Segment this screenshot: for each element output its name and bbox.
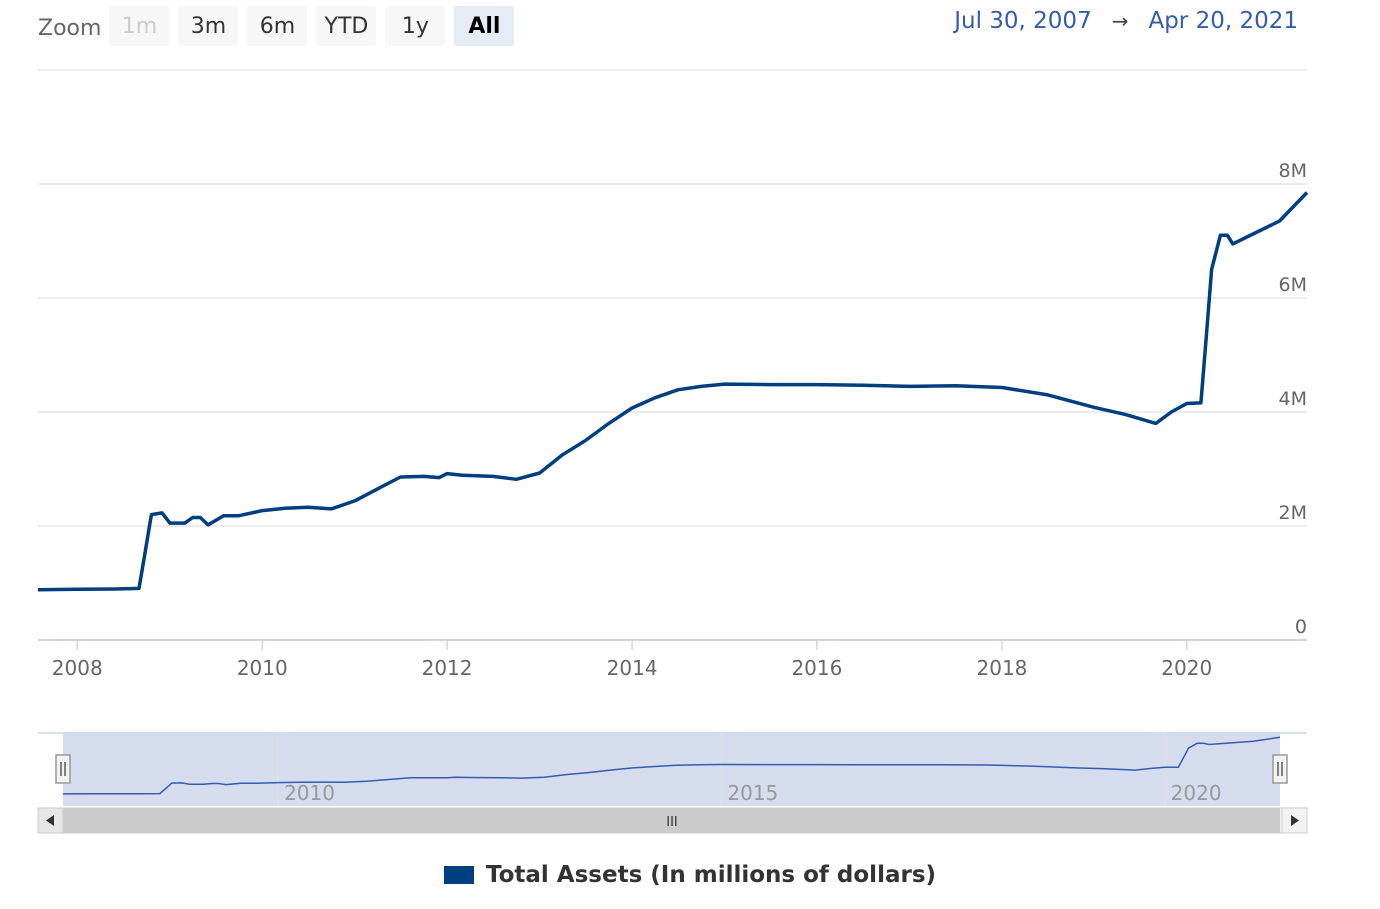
legend-label: Total Assets (In millions of dollars) bbox=[485, 862, 937, 888]
y-tick-label: 0 bbox=[1295, 616, 1307, 638]
zoom-bar: Zoom 1m 3m 6m YTD 1y All bbox=[38, 6, 523, 46]
navigator-tick-label: 2020 bbox=[1171, 781, 1222, 805]
navigator-left-handle[interactable] bbox=[55, 754, 71, 784]
zoom-button-ytd[interactable]: YTD bbox=[316, 6, 377, 46]
x-tick-label: 2016 bbox=[791, 656, 842, 680]
series-line-total-assets[interactable] bbox=[37, 191, 1309, 592]
scrollbar-thumb[interactable] bbox=[63, 808, 1280, 833]
navigator-selection[interactable] bbox=[63, 733, 1280, 806]
zoom-button-all[interactable]: All bbox=[454, 6, 515, 46]
navigator-tick-label: 2010 bbox=[284, 781, 335, 805]
series-layer bbox=[37, 191, 1309, 592]
zoom-label: Zoom bbox=[38, 15, 102, 41]
x-tick-label: 2010 bbox=[237, 656, 288, 680]
y-tick-label: 6M bbox=[1279, 274, 1307, 296]
grid-layer bbox=[38, 69, 1307, 641]
range-from-date[interactable]: Jul 30, 2007 bbox=[954, 8, 1092, 34]
x-tick-label: 2008 bbox=[52, 656, 103, 680]
zoom-button-1m[interactable]: 1m bbox=[109, 6, 170, 46]
legend-swatch bbox=[443, 866, 474, 884]
scrollbar[interactable]: III bbox=[37, 807, 1308, 834]
zoom-button-1y[interactable]: 1y bbox=[385, 6, 446, 46]
date-range-readout: Jul 30, 2007 → Apr 20, 2021 bbox=[954, 8, 1298, 34]
scroll-left-arrow-icon bbox=[46, 815, 54, 826]
navigator[interactable]: 2010 2015 2020 bbox=[38, 732, 1307, 806]
zoom-button-6m[interactable]: 6m bbox=[247, 6, 308, 46]
range-arrow-icon: → bbox=[1111, 9, 1129, 33]
y-tick-label: 2M bbox=[1279, 502, 1307, 524]
x-tick-label: 2018 bbox=[977, 656, 1028, 680]
zoom-button-3m[interactable]: 3m bbox=[178, 6, 239, 46]
y-tick-label: 8M bbox=[1279, 160, 1307, 182]
legend[interactable]: Total Assets (In millions of dollars) bbox=[0, 862, 1380, 888]
handle-box bbox=[55, 754, 71, 784]
handle-box bbox=[1272, 754, 1288, 784]
x-axis-labels: 2008 2010 2012 2014 2016 2018 2020 bbox=[52, 640, 1212, 680]
x-tick-label: 2020 bbox=[1161, 656, 1212, 680]
x-tick-label: 2012 bbox=[422, 656, 473, 680]
navigator-series-line bbox=[62, 736, 1281, 795]
y-tick-label: 4M bbox=[1279, 388, 1307, 410]
navigator-right-handle[interactable] bbox=[1272, 754, 1288, 784]
navigator-tick-label: 2015 bbox=[727, 781, 778, 805]
scrollbar-grip-icon: III bbox=[666, 815, 678, 830]
scroll-right-arrow-icon bbox=[1291, 815, 1299, 826]
range-to-date[interactable]: Apr 20, 2021 bbox=[1148, 8, 1298, 34]
x-tick-label: 2014 bbox=[607, 656, 658, 680]
y-axis-labels: 0 2M 4M 6M 8M bbox=[1279, 160, 1307, 638]
